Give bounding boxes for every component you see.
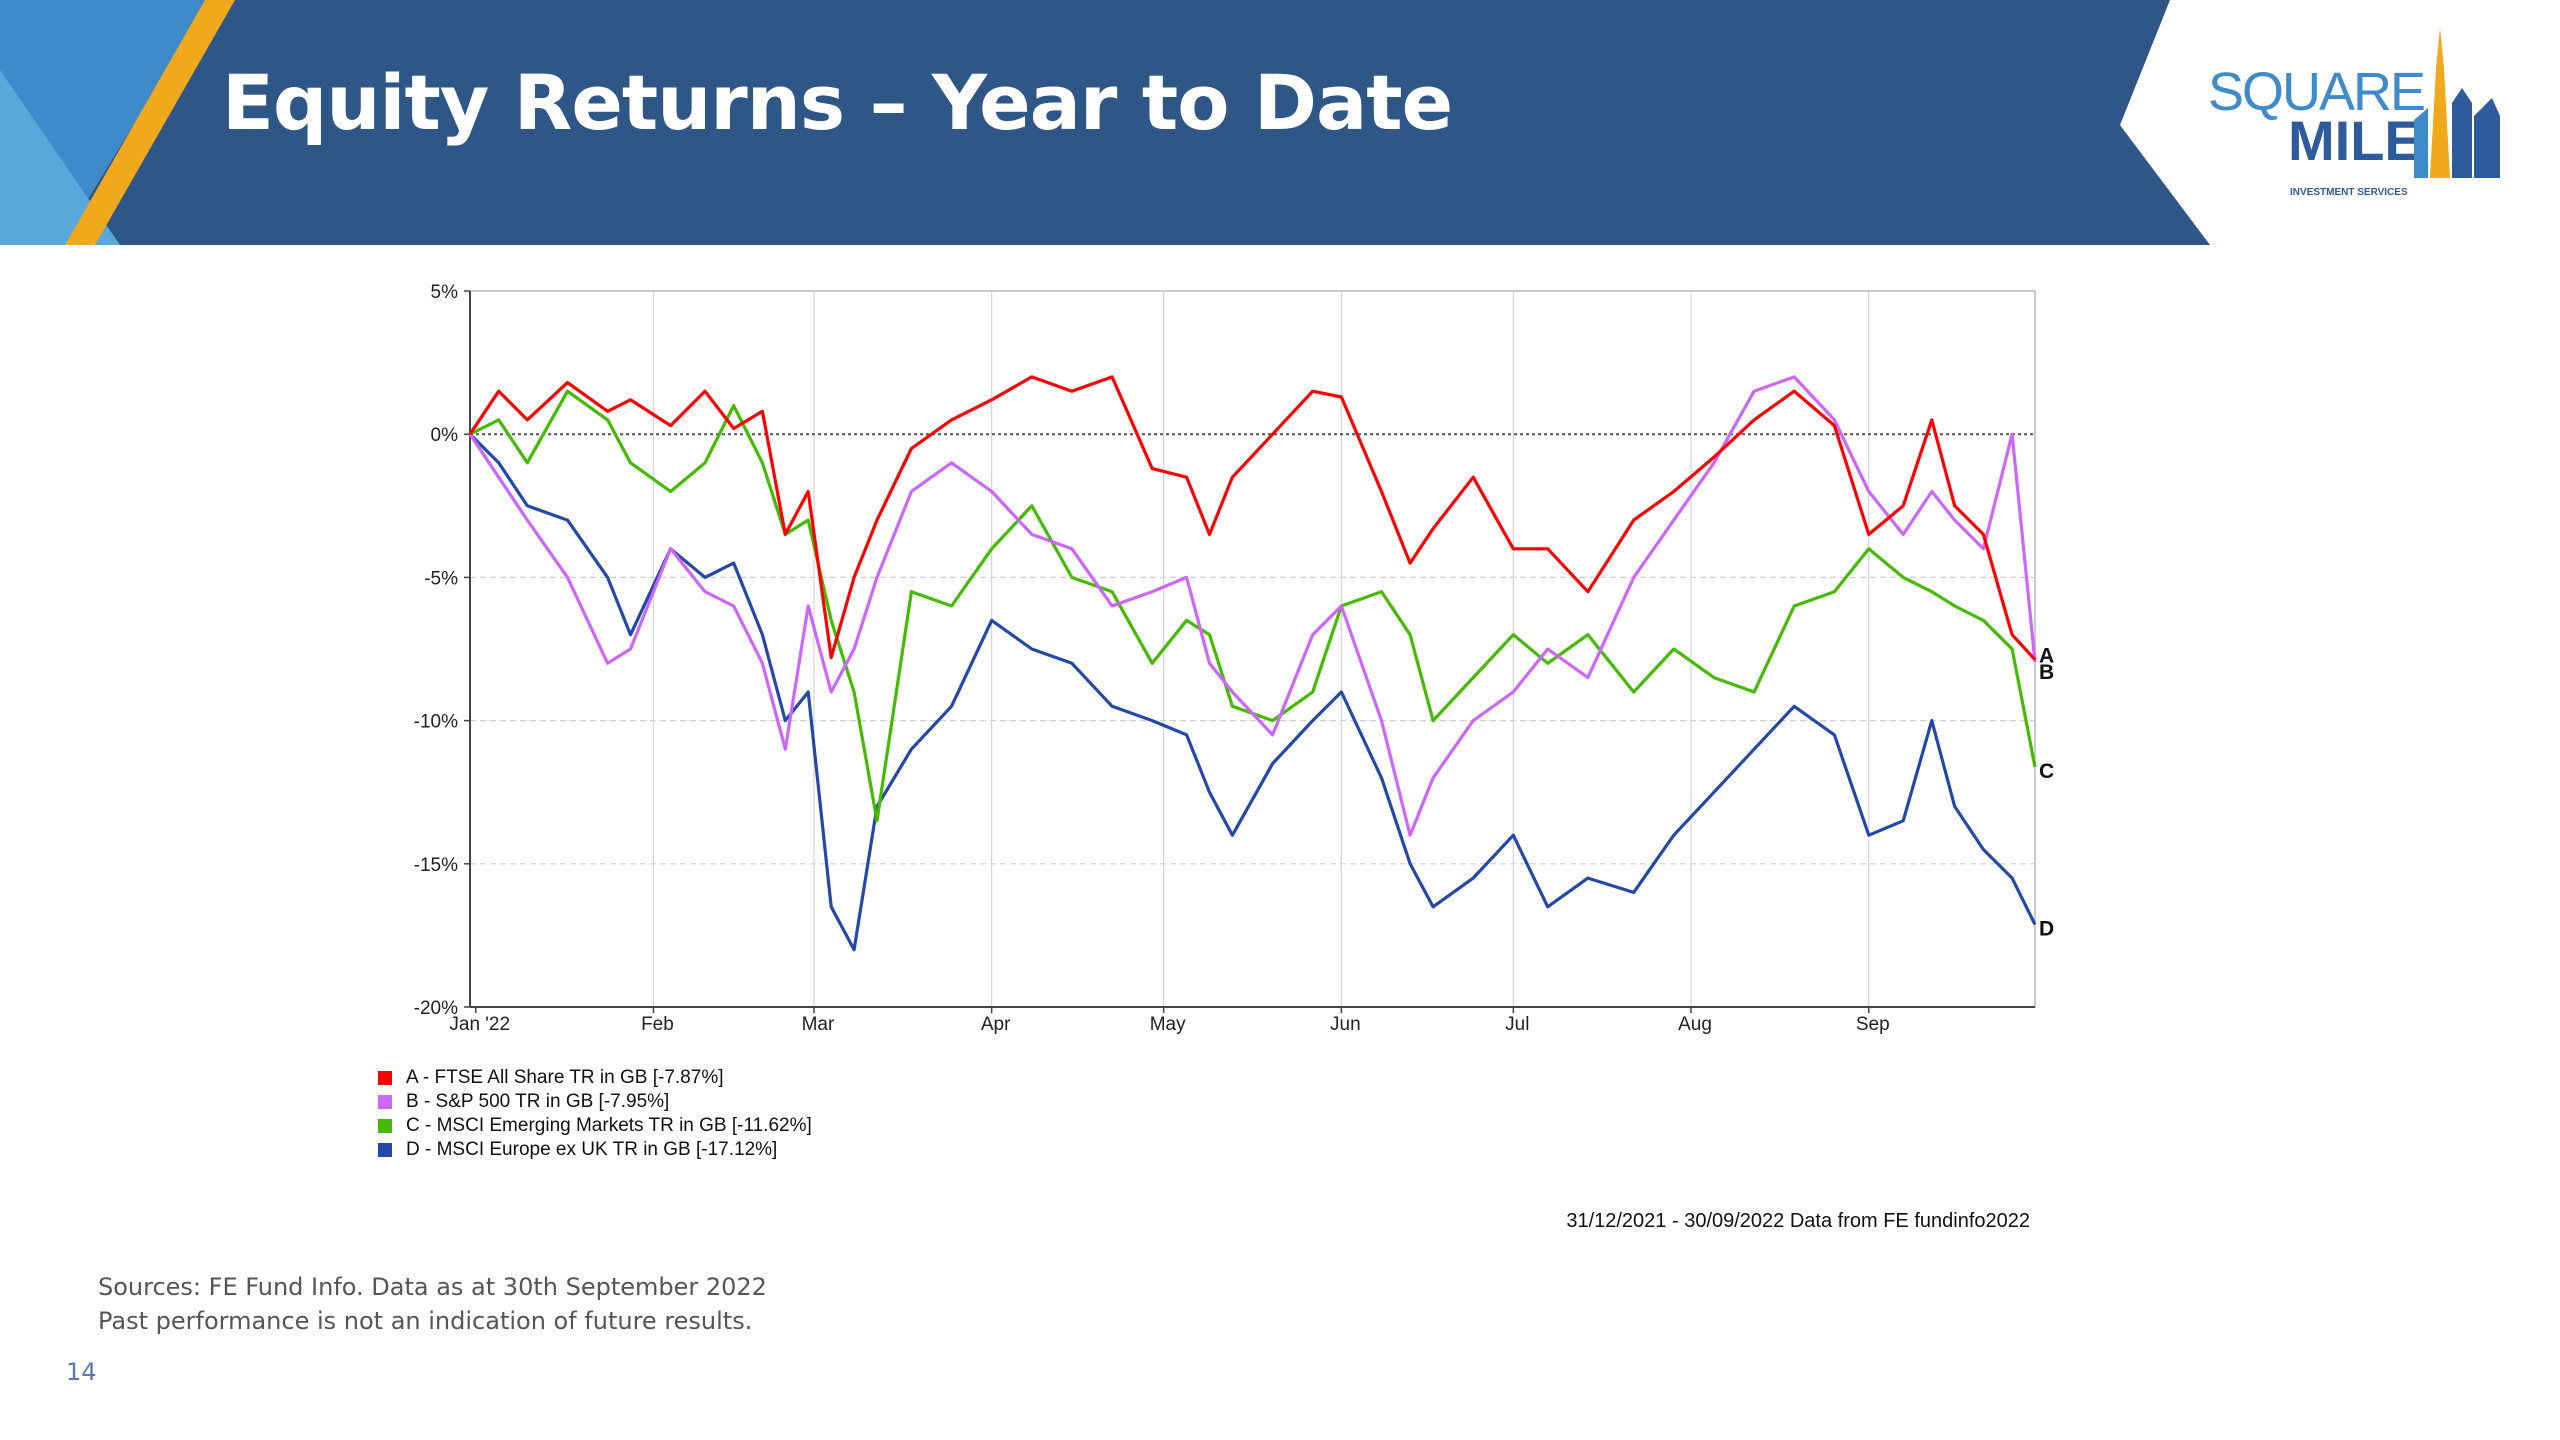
square-mile-logo: SQUARE MILE INVESTMENT SERVICES: [2208, 28, 2500, 198]
logo-tagline: INVESTMENT SERVICES: [2290, 187, 2408, 198]
legend-item-c: C - MSCI Emerging Markets TR in GB [-11.…: [378, 1114, 1278, 1138]
series-line-a: [468, 375, 2037, 661]
x-tick-label: Aug: [1678, 1014, 1712, 1035]
y-tick-label: -5%: [424, 568, 458, 589]
legend-swatch-a: [378, 1071, 392, 1085]
page-number: 14: [66, 1358, 97, 1386]
logo-word-mile: MILE: [2288, 109, 2422, 172]
x-tick-label: Jul: [1505, 1014, 1529, 1035]
legend-label-d: D - MSCI Europe ex UK TR in GB [-17.12%]: [406, 1139, 778, 1160]
x-tick-label: Apr: [981, 1014, 1011, 1035]
sources-line-1: Sources: FE Fund Info. Data as at 30th S…: [98, 1273, 767, 1301]
series-lines: [468, 375, 2037, 952]
sources-line-2: Past performance is not an indication of…: [98, 1307, 753, 1335]
x-tick-label: May: [1150, 1014, 1186, 1035]
series-line-c: [469, 389, 2037, 823]
logo-buildings-icon: [2414, 28, 2500, 178]
legend-label-c: C - MSCI Emerging Markets TR in GB [-11.…: [406, 1115, 812, 1136]
y-tick-label: -20%: [414, 998, 458, 1019]
sources-footnote: Sources: FE Fund Info. Data as at 30th S…: [98, 1270, 767, 1338]
chart-legend: A - FTSE All Share TR in GB [-7.87%] B -…: [378, 1066, 1278, 1162]
x-tick-label: Feb: [641, 1014, 674, 1035]
legend-label-b: B - S&P 500 TR in GB [-7.95%]: [406, 1091, 670, 1112]
legend-swatch-c: [378, 1119, 392, 1133]
x-tick-label: Sep: [1856, 1014, 1890, 1035]
series-line-d: [468, 433, 2037, 952]
legend-swatch-b: [378, 1095, 392, 1109]
x-gridlines: [474, 291, 1870, 1013]
slide-title: Equity Returns – Year to Date: [222, 58, 1453, 147]
series-end-label-a: A: [2039, 645, 2054, 668]
banner-background: [0, 0, 2210, 245]
legend-item-d: D - MSCI Europe ex UK TR in GB [-17.12%]: [378, 1138, 1278, 1162]
y-tick-labels: 5% 0% -5% -10% -15% -20%: [414, 282, 458, 1019]
y-gridlines: [464, 290, 2035, 1008]
series-end-labels: AB C D: [2039, 645, 2054, 941]
series-end-label-d: D: [2039, 918, 2054, 941]
x-tick-label: Mar: [802, 1014, 835, 1035]
x-tick-label: Jan '22: [449, 1014, 510, 1035]
logo-word-square: SQUARE: [2208, 62, 2424, 122]
y-tick-label: 0%: [431, 425, 459, 446]
y-tick-label: 5%: [431, 282, 459, 303]
series-end-label-c: C: [2039, 760, 2054, 783]
y-tick-label: -15%: [414, 855, 458, 876]
legend-label-a: A - FTSE All Share TR in GB [-7.87%]: [406, 1067, 724, 1088]
x-tick-labels: Jan '22 Feb Mar Apr May Jun Jul Aug Sep: [449, 1014, 1889, 1035]
legend-item-a: A - FTSE All Share TR in GB [-7.87%]: [378, 1066, 1278, 1090]
y-tick-label: -10%: [414, 712, 458, 733]
banner-accent-stripe: [65, 0, 235, 245]
data-source-note: 31/12/2021 - 30/09/2022 Data from FE fun…: [1566, 1210, 2030, 1232]
x-tick-label: Jun: [1330, 1014, 1361, 1035]
legend-item-b: B - S&P 500 TR in GB [-7.95%]: [378, 1090, 1278, 1114]
series-line-b: [468, 375, 2037, 837]
legend-swatch-d: [378, 1143, 392, 1157]
series-end-label-b: B: [2039, 661, 2054, 684]
header-banner: [0, 0, 2210, 245]
